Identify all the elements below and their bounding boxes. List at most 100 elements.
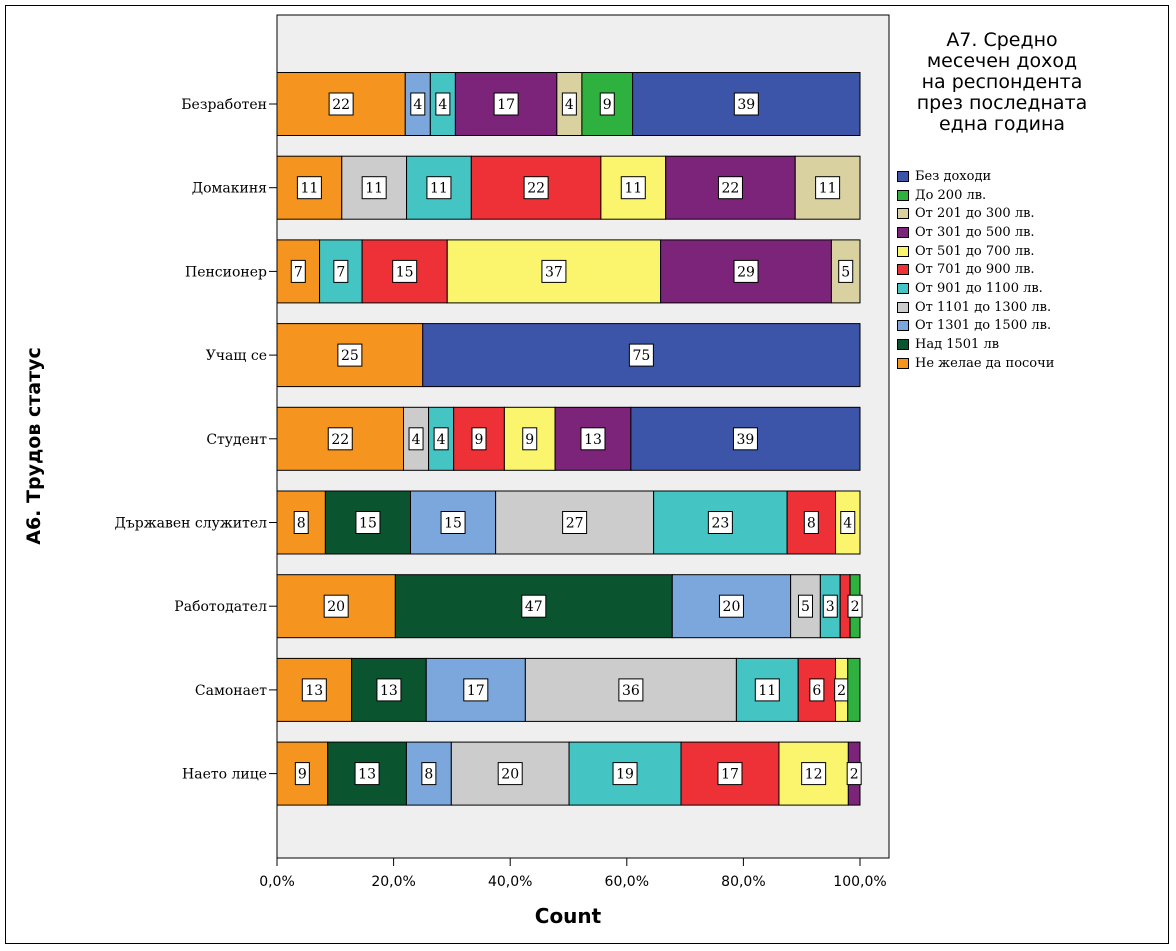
- data-label-box: [361, 176, 387, 200]
- data-label: 13: [584, 432, 602, 448]
- data-label: 4: [843, 516, 852, 532]
- data-label: 8: [807, 516, 816, 532]
- data-label: 4: [438, 97, 447, 113]
- data-label-box: [497, 762, 523, 786]
- data-label: 13: [305, 683, 323, 699]
- data-label-box: [733, 259, 759, 283]
- legend-label: Не желае да посочи: [915, 355, 1055, 371]
- legend-swatch: [897, 170, 909, 182]
- data-label: 29: [737, 264, 755, 280]
- data-label-box: [522, 427, 538, 451]
- data-label-box: [599, 92, 615, 116]
- data-label-box: [493, 92, 519, 116]
- legend-label: Без доходи: [915, 168, 992, 184]
- data-label-box: [561, 92, 577, 116]
- data-label: 22: [332, 97, 350, 113]
- data-label-box: [618, 678, 644, 702]
- data-label: 13: [380, 683, 398, 699]
- data-label-box: [296, 176, 322, 200]
- legend-swatch: [897, 301, 909, 313]
- x-axis-title: Count: [534, 904, 602, 928]
- data-label-box: [435, 92, 451, 116]
- data-label: 23: [711, 516, 729, 532]
- data-label: 7: [294, 264, 303, 280]
- data-label: 39: [737, 97, 755, 113]
- data-label-box: [301, 678, 327, 702]
- data-label: 22: [722, 181, 740, 197]
- data-label: 2: [837, 683, 846, 699]
- legend-item: От 201 до 300 лв.: [897, 204, 1054, 223]
- data-label: 4: [437, 432, 446, 448]
- data-label-box: [463, 678, 489, 702]
- data-label: 3: [826, 599, 835, 615]
- data-label-box: [376, 678, 402, 702]
- data-label-box: [323, 594, 349, 618]
- data-label: 17: [721, 767, 739, 783]
- data-label: 37: [545, 264, 563, 280]
- legend-item: От 501 до 700 лв.: [897, 242, 1054, 261]
- legend-swatch: [897, 189, 909, 201]
- y-tick-label: Работодател: [174, 599, 267, 615]
- data-label-box: [847, 594, 863, 618]
- legend-item: От 701 до 900 лв.: [897, 260, 1054, 279]
- y-tick-label: Държавен служител: [114, 516, 267, 532]
- data-label: 22: [331, 432, 349, 448]
- x-tick-label: 60,0%: [605, 874, 649, 890]
- legend-swatch: [897, 245, 909, 257]
- bar-segment: [847, 657, 861, 722]
- x-tick-label: 80,0%: [721, 874, 765, 890]
- legend-swatch: [897, 208, 909, 220]
- legend-title-line: месечен доход: [926, 50, 1078, 72]
- data-label-box: [337, 343, 363, 367]
- data-label: 20: [327, 599, 345, 615]
- data-label: 20: [723, 599, 741, 615]
- data-label: 8: [424, 767, 433, 783]
- legend-label: До 200 лв.: [915, 187, 987, 203]
- data-label: 47: [525, 599, 543, 615]
- data-label: 15: [359, 516, 377, 532]
- data-label-box: [815, 176, 841, 200]
- data-label-box: [327, 427, 353, 451]
- y-tick-label: Учащ се: [206, 348, 267, 364]
- data-label-box: [433, 427, 449, 451]
- data-label: 2: [850, 767, 859, 783]
- data-label: 22: [527, 181, 545, 197]
- data-label: 13: [358, 767, 376, 783]
- y-tick-label: Студент: [206, 432, 267, 448]
- data-label-box: [840, 511, 856, 534]
- y-tick-label: Самонает: [195, 683, 267, 699]
- data-label-box: [707, 511, 733, 534]
- data-label: 12: [805, 767, 823, 783]
- data-label: 4: [412, 432, 421, 448]
- data-label: 25: [341, 348, 359, 364]
- legend-title-line: А7. Средно: [946, 29, 1058, 51]
- legend-swatch: [897, 282, 909, 294]
- legend-label: Над 1501 лв: [915, 337, 1000, 353]
- legend-item: От 1301 до 1500 лв.: [897, 317, 1054, 336]
- data-label: 17: [497, 97, 515, 113]
- legend-label: От 501 до 700 лв.: [915, 243, 1035, 259]
- legend-label: От 901 до 1100 лв.: [915, 280, 1043, 296]
- data-label-box: [392, 259, 418, 283]
- data-label: 9: [525, 432, 534, 448]
- data-label-box: [822, 594, 838, 618]
- data-label: 7: [336, 264, 345, 280]
- x-tick-label: 0,0%: [259, 874, 295, 890]
- legend-title-line: през последната: [916, 92, 1088, 114]
- data-label: 8: [297, 516, 306, 532]
- y-tick-label: Пенсионер: [185, 264, 267, 280]
- data-label: 2: [851, 599, 860, 615]
- data-label-box: [290, 259, 306, 283]
- legend-item: От 901 до 1100 лв.: [897, 279, 1054, 298]
- data-label-box: [471, 427, 487, 451]
- data-label: 36: [622, 683, 640, 699]
- legend-title-line: една година: [938, 113, 1066, 135]
- data-label: 6: [812, 683, 821, 699]
- legend-swatch: [897, 226, 909, 238]
- data-label-box: [294, 762, 310, 786]
- data-label-box: [408, 427, 424, 451]
- data-label: 11: [300, 181, 318, 197]
- y-tick-label: Наето лице: [182, 767, 267, 783]
- legend-label: От 301 до 500 лв.: [915, 224, 1035, 240]
